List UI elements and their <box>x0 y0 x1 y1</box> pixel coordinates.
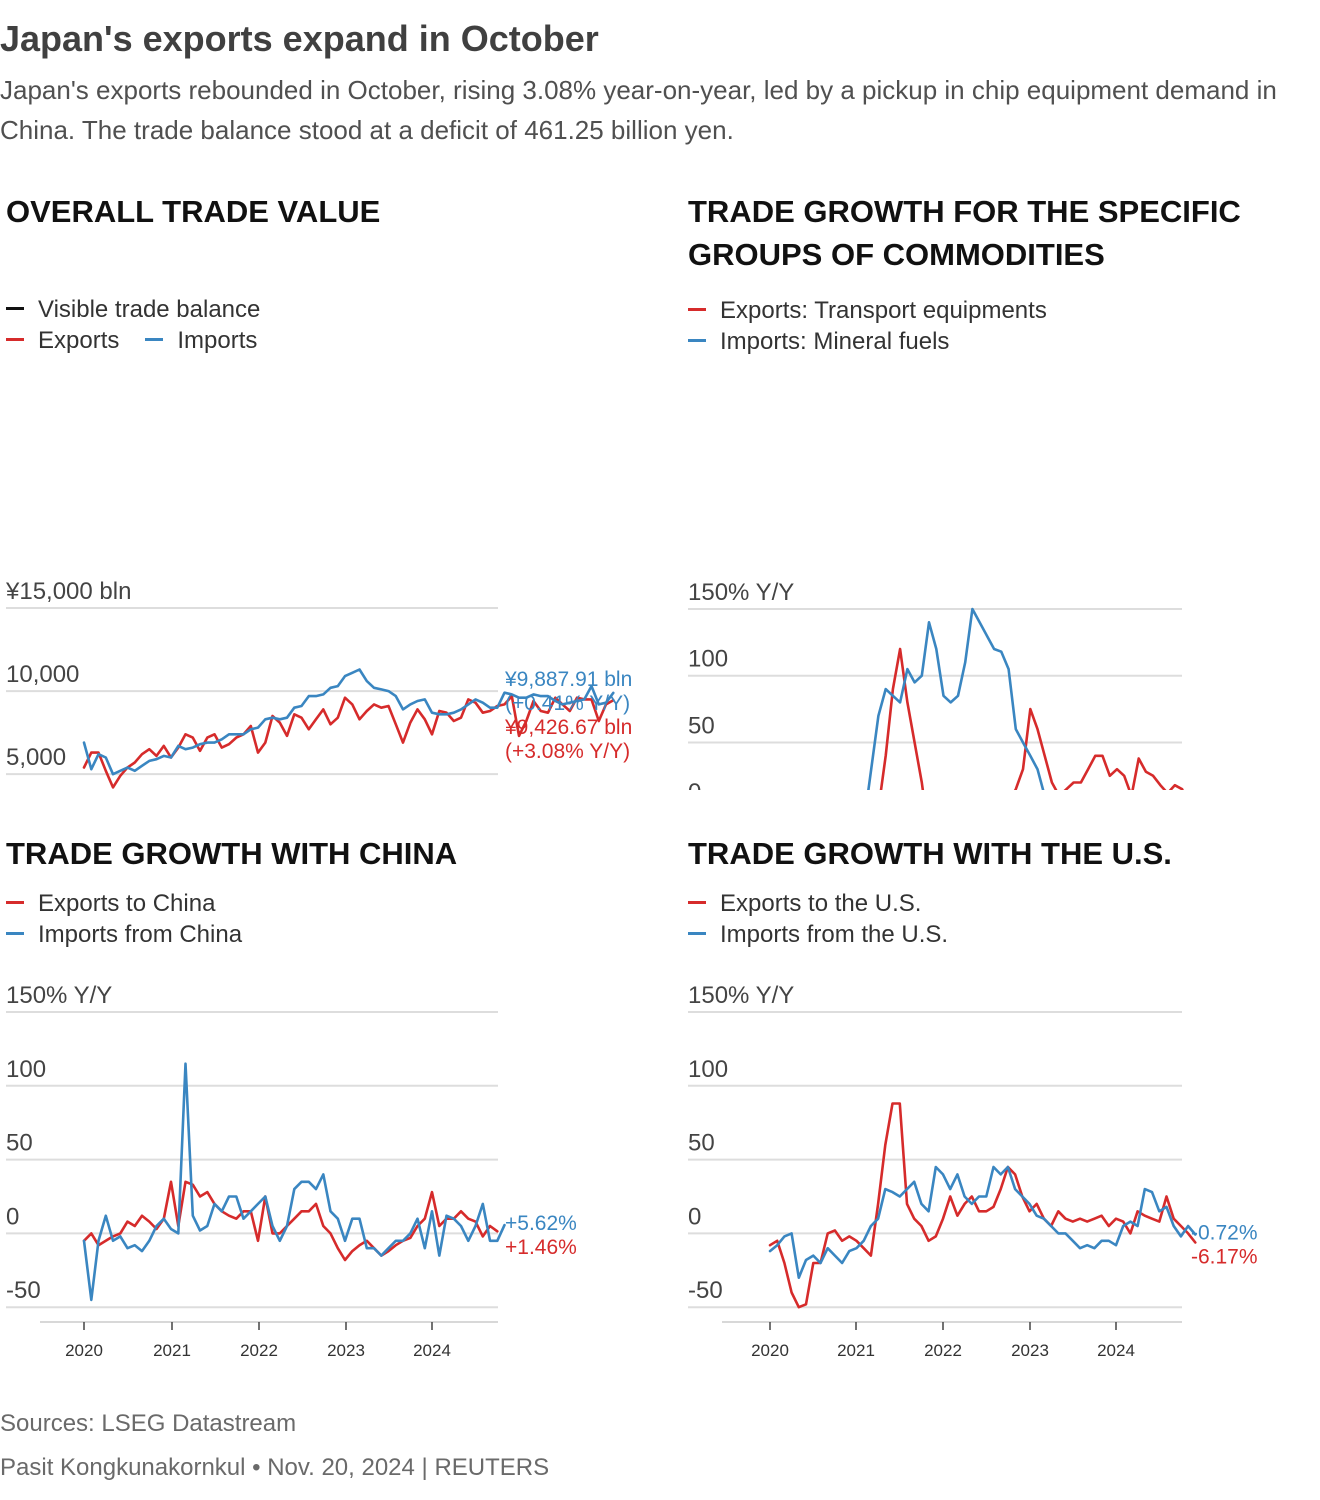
y-tick-label: ¥15,000 bln <box>5 578 131 605</box>
series-line-imports-mineral-fuels <box>867 607 1045 790</box>
panel-title: OVERALL TRADE VALUE <box>6 194 381 229</box>
legend-label: Exports to China <box>38 890 216 917</box>
legend-swatch <box>688 339 706 343</box>
x-tick-label: 2023 <box>1011 1341 1049 1360</box>
legend-row: Imports: Mineral fuels <box>688 326 1073 357</box>
end-label-imports: (+0.41% Y/Y) <box>505 692 630 715</box>
legend-label: Visible trade balance <box>38 296 261 323</box>
y-tick-label: 100 <box>688 646 728 673</box>
y-tick-label: 150% Y/Y <box>688 579 794 606</box>
chart-commodity-groups: 150% Y/Y100500-5020202021202220232024-4.… <box>688 579 1184 790</box>
y-tick-label: 150% Y/Y <box>688 982 794 1009</box>
y-tick-label: 5,000 <box>6 744 66 771</box>
legend-label: Imports from the U.S. <box>720 921 949 948</box>
chart-overall-trade-value: ¥15,000 bln10,0005,000020202021202220232… <box>5 578 632 789</box>
legend-swatch <box>688 308 706 312</box>
legend-swatch <box>6 932 24 936</box>
y-tick-label: 100 <box>688 1056 728 1083</box>
series-line-exports-to-china <box>82 1180 499 1262</box>
series-line-exports-to-the-u-s <box>768 1102 1197 1309</box>
y-tick-label: -50 <box>688 1277 723 1304</box>
y-tick-label: 100 <box>6 1056 46 1083</box>
legend-row: Exports to the U.S. <box>688 888 974 919</box>
x-tick-label: 2020 <box>65 1341 103 1360</box>
legend-item-imports: Imports <box>145 325 257 356</box>
legend-row: Imports from China <box>6 919 268 950</box>
y-tick-label: 0 <box>688 779 701 790</box>
panel-trade-with-china: TRADE GROWTH WITH CHINA Exports to China… <box>0 832 660 1392</box>
legend: Exports to the U.S. Imports from the U.S. <box>688 888 974 950</box>
legend-item-exports: Exports <box>6 325 119 356</box>
legend-item-imports-from-china: Imports from China <box>6 919 242 950</box>
legend-row: Exports Imports <box>6 325 286 356</box>
legend-label: Imports from China <box>38 921 243 948</box>
legend: Exports: Transport equipments Imports: Mi… <box>688 295 1073 357</box>
x-tick-label: 2020 <box>751 1341 789 1360</box>
legend-swatch <box>6 338 24 342</box>
end-label-imports-from-china: +5.62% <box>505 1212 577 1235</box>
panel-title: TRADE GROWTH WITH CHINA <box>6 836 458 871</box>
legend-row: Visible trade balance <box>6 294 286 325</box>
series-line-imports-from-the-u-s <box>768 1165 1197 1280</box>
legend: Exports to China Imports from China <box>6 888 268 950</box>
x-tick-label: 2024 <box>413 1341 451 1360</box>
y-tick-label: 150% Y/Y <box>6 982 112 1009</box>
y-tick-label: 0 <box>688 1203 701 1230</box>
legend-swatch <box>688 901 706 905</box>
end-label-exports: (+3.08% Y/Y) <box>505 740 630 763</box>
credit-line: Pasit Kongkunakornkul • Nov. 20, 2024 | … <box>0 1454 550 1481</box>
page-title: Japan's exports expand in October <box>0 18 599 59</box>
x-tick-label: 2021 <box>837 1341 875 1360</box>
y-tick-label: 50 <box>6 1130 33 1157</box>
series-line-imports-from-china <box>82 1062 506 1302</box>
end-label-exports: ¥9,426.67 bln <box>504 716 632 739</box>
y-tick-label: 50 <box>688 712 715 739</box>
legend-swatch <box>688 932 706 936</box>
legend-swatch <box>6 307 24 311</box>
x-tick-label: 2023 <box>327 1341 365 1360</box>
x-tick-label: 2022 <box>240 1341 278 1360</box>
x-tick-label: 2024 <box>1097 1341 1135 1360</box>
y-tick-label: 50 <box>688 1130 715 1157</box>
legend-swatch <box>145 338 164 342</box>
legend-item-imports-from-the-u-s: Imports from the U.S. <box>688 919 948 950</box>
series-line-imports <box>82 668 615 776</box>
end-label-imports-from-the-u-s: -0.72% <box>1191 1221 1258 1244</box>
legend-item-exports-to-china: Exports to China <box>6 888 215 919</box>
panel-trade-with-us: TRADE GROWTH WITH THE U.S. Exports to th… <box>682 832 1320 1392</box>
x-tick-label: 2022 <box>924 1341 962 1360</box>
end-label-exports-to-china: +1.46% <box>505 1236 577 1259</box>
chart-trade-with-us: 150% Y/Y 100 50 0 -50 2020 2021 2022 2023 2024 -0.… <box>688 982 1258 1360</box>
panel-overall-trade-value: OVERALL TRADE VALUE Visible trade balanc… <box>0 190 660 790</box>
end-label-exports-to-the-u-s: -6.17% <box>1191 1245 1258 1268</box>
panel-commodity-groups: TRADE GROWTH FOR THE SPECIFIC GROUPS OF … <box>682 190 1320 790</box>
sources-note: Sources: LSEG Datastream <box>0 1410 297 1437</box>
legend: Visible trade balance Exports Imports <box>6 294 286 356</box>
legend-item-visible-trade-balance: Visible trade balance <box>6 294 260 325</box>
legend-swatch <box>6 901 24 905</box>
legend-label: Exports <box>38 327 120 354</box>
legend-row: Exports: Transport equipments <box>688 295 1073 326</box>
y-tick-label: 0 <box>6 1203 19 1230</box>
legend-row: Exports to China <box>6 888 268 919</box>
page-subtitle: Japan's exports rebounded in October, ri… <box>0 75 1277 145</box>
x-tick-label: 2021 <box>153 1341 191 1360</box>
legend-label: Imports <box>177 327 258 354</box>
panel-title: TRADE GROWTH WITH THE U.S. <box>688 836 1172 871</box>
series-line-exports-transport-equipments <box>879 647 1184 790</box>
legend-item-imports-mineral-fuels: Imports: Mineral fuels <box>688 326 949 357</box>
end-label-imports: ¥9,887.91 bln <box>504 668 632 691</box>
legend-row: Imports from the U.S. <box>688 919 974 950</box>
y-tick-label: 10,000 <box>6 661 79 688</box>
legend-item-exports-to-the-u-s: Exports to the U.S. <box>688 888 921 919</box>
chart-trade-with-china: 150% Y/Y 100 50 0 -50 2020 2021 2022 2023 2024 +5.… <box>6 982 577 1360</box>
panel-title: TRADE GROWTH FOR THE SPECIFIC GROUPS OF … <box>688 194 1241 272</box>
legend-item-exports-transport-equipments: Exports: Transport equipments <box>688 295 1047 326</box>
legend-label: Imports: Mineral fuels <box>720 328 950 355</box>
y-tick-label: -50 <box>6 1277 41 1304</box>
legend-label: Exports: Transport equipments <box>720 297 1047 324</box>
legend-label: Exports to the U.S. <box>720 890 922 917</box>
